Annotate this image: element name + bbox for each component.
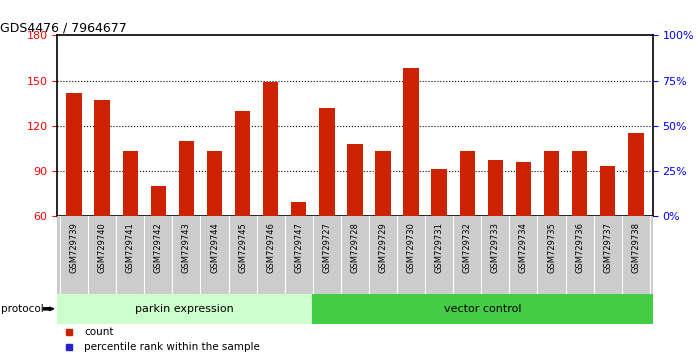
Bar — [94, 100, 110, 216]
Bar — [66, 92, 82, 216]
Text: GSM729743: GSM729743 — [182, 222, 191, 273]
Bar — [544, 151, 559, 216]
Text: GSM729746: GSM729746 — [266, 222, 275, 273]
Bar — [516, 162, 531, 216]
Text: GSM729730: GSM729730 — [407, 222, 415, 273]
Bar — [151, 186, 166, 216]
Bar — [459, 151, 475, 216]
Bar — [628, 133, 644, 216]
Bar — [572, 151, 587, 216]
Text: GSM729735: GSM729735 — [547, 222, 556, 273]
Text: GSM729737: GSM729737 — [603, 222, 612, 273]
Text: GSM729731: GSM729731 — [435, 222, 444, 273]
Text: GSM729728: GSM729728 — [350, 222, 359, 273]
Bar — [431, 169, 447, 216]
Text: GSM729732: GSM729732 — [463, 222, 472, 273]
Text: percentile rank within the sample: percentile rank within the sample — [84, 342, 260, 352]
Bar — [313, 294, 653, 324]
Bar — [600, 166, 616, 216]
Text: protocol: protocol — [1, 304, 44, 314]
Bar — [207, 151, 222, 216]
Text: GSM729740: GSM729740 — [98, 222, 107, 273]
Text: GDS4476 / 7964677: GDS4476 / 7964677 — [0, 21, 127, 34]
Text: count: count — [84, 327, 114, 337]
Bar — [319, 108, 334, 216]
Text: GSM729736: GSM729736 — [575, 222, 584, 273]
Text: GSM729745: GSM729745 — [238, 222, 247, 273]
Text: GSM729729: GSM729729 — [378, 222, 387, 273]
Text: GSM729738: GSM729738 — [631, 222, 640, 273]
Bar — [347, 144, 363, 216]
Text: GSM729742: GSM729742 — [154, 222, 163, 273]
Bar — [403, 68, 419, 216]
Text: GSM729747: GSM729747 — [295, 222, 303, 273]
Bar — [263, 82, 279, 216]
Bar — [488, 160, 503, 216]
Text: GSM729727: GSM729727 — [322, 222, 332, 273]
Bar — [235, 110, 251, 216]
Bar — [291, 202, 306, 216]
Text: GSM729741: GSM729741 — [126, 222, 135, 273]
Text: GSM729733: GSM729733 — [491, 222, 500, 273]
Bar — [376, 151, 391, 216]
Text: GSM729734: GSM729734 — [519, 222, 528, 273]
Bar — [179, 141, 194, 216]
Text: vector control: vector control — [444, 304, 521, 314]
Bar — [123, 151, 138, 216]
Bar — [57, 294, 313, 324]
Text: GSM729739: GSM729739 — [70, 222, 79, 273]
Text: parkin expression: parkin expression — [135, 304, 235, 314]
Text: GSM729744: GSM729744 — [210, 222, 219, 273]
